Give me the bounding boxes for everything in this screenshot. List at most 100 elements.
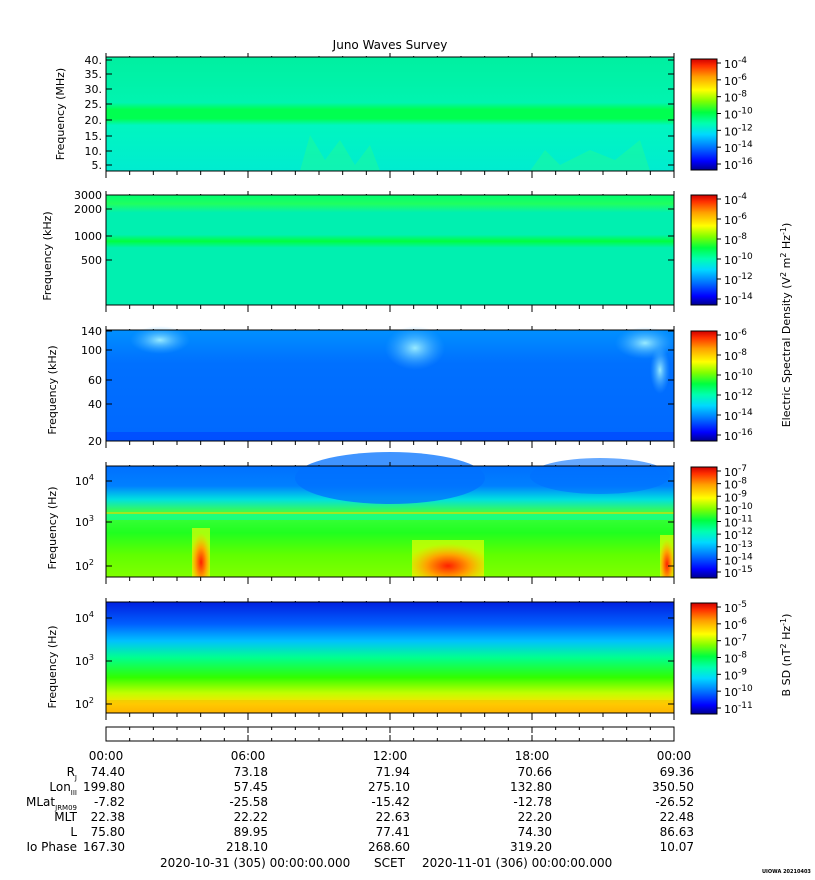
- colorbar-tick-label: 10-12: [724, 123, 753, 138]
- time-label: 00:00: [89, 749, 124, 763]
- ephemeris-value: 71.94: [376, 765, 410, 779]
- panel-2-ylabel: Frequency (kHz): [41, 211, 54, 300]
- ephemeris-value: 89.95: [234, 825, 268, 839]
- ephemeris-label: L: [70, 825, 77, 839]
- panel-5-features: [106, 700, 674, 713]
- ephemeris-label: MLatJRM09: [26, 795, 77, 812]
- footer-end-time: 2020-11-01 (306) 00:00:00.000: [422, 856, 612, 870]
- ytick-label: 102: [75, 696, 94, 711]
- colorbar-tick-label: 10-12: [724, 272, 753, 287]
- ytick-label: 5.: [92, 159, 103, 172]
- colorbar-tick-label: 10-8: [724, 477, 747, 492]
- ephemeris-value: 75.80: [91, 825, 125, 839]
- colorbar-tick-label: 10-14: [724, 408, 753, 423]
- colorbar-tick-label: 10-10: [724, 368, 753, 383]
- ephemeris-value: 275.10: [368, 780, 410, 794]
- colorbar-tick-label: 10-6: [724, 212, 747, 227]
- panel-1-features: [300, 135, 650, 171]
- ytick-label: 60: [88, 374, 102, 387]
- ephemeris-value: 218.10: [226, 840, 268, 854]
- ephemeris-value: 74.40: [91, 765, 125, 779]
- panel-4-yticks: 104 103 102: [75, 462, 675, 584]
- colorbar-tick-label: 10-7: [724, 634, 747, 649]
- b-spectral-density-label: B SD (nT2 Hz-1): [779, 614, 793, 697]
- footer-stamp: UIOWA 20210403: [762, 869, 811, 875]
- panel-1-yticks: 40.35. 30. 25. 20. 15. 10.5.: [85, 53, 675, 178]
- ytick-label: 25.: [85, 98, 103, 111]
- ephemeris-value: 268.60: [368, 840, 410, 854]
- colorbar-3: [690, 330, 718, 442]
- ytick-label: 30.: [85, 83, 103, 96]
- ephemeris-value: 74.30: [518, 825, 552, 839]
- colorbar-tick-label: 10-10: [724, 107, 753, 122]
- ytick-label: 140: [81, 325, 102, 338]
- colorbar-tick-label: 10-8: [724, 232, 747, 247]
- ephemeris-value: 10.07: [660, 840, 694, 854]
- colorbar-5: [690, 602, 718, 715]
- colorbar-4: [690, 466, 718, 579]
- ytick-label: 40.: [85, 54, 103, 67]
- colorbar-tick-label: 10-12: [724, 527, 753, 542]
- ytick-label: 102: [75, 558, 94, 573]
- ephemeris-table: RJ 74.40 73.18 71.94 70.66 69.36 LonIII 199.80 5…: [26, 765, 694, 854]
- colorbar-tick-label: 10-6: [724, 617, 747, 632]
- colorbar-5-ticks: 10-5 10-6 10-7 10-810-9 10-10 10-11: [717, 600, 753, 716]
- ytick-label: 104: [75, 473, 94, 488]
- time-axis-ticks: [105, 727, 675, 741]
- ytick-label: 20: [88, 435, 102, 448]
- panel-1-heatmap: [106, 57, 674, 171]
- electric-spectral-density-label: Electric Spectral Density (V2 m2 Hz-1): [779, 223, 793, 428]
- colorbar-tick-label: 10-12: [724, 388, 753, 403]
- ephemeris-value: 132.80: [510, 780, 552, 794]
- ephemeris-label: MLT: [54, 810, 77, 824]
- ephemeris-value: 22.22: [234, 810, 268, 824]
- ephemeris-value: -7.82: [94, 795, 125, 809]
- colorbar-3-ticks: 10-6 10-8 10-10 10-12 10-14 10-16: [717, 328, 753, 443]
- panel-3-ylabel: Frequency (kHz): [46, 345, 59, 434]
- panel-5-heatmap: [106, 602, 674, 713]
- panel-3-yticks: 140 100 60 40 20: [81, 325, 675, 448]
- ephemeris-value: 69.36: [660, 765, 694, 779]
- ytick-label: 15.: [85, 130, 103, 143]
- time-label: 12:00: [373, 749, 408, 763]
- ytick-label: 20.: [85, 114, 103, 127]
- colorbar-tick-label: 10-5: [724, 600, 747, 615]
- ephemeris-label: Io Phase: [26, 840, 77, 854]
- time-label: 06:00: [231, 749, 266, 763]
- colorbar-tick-label: 10-16: [724, 157, 753, 172]
- colorbar-tick-label: 10-14: [724, 552, 753, 567]
- ytick-label: 500: [81, 254, 102, 267]
- time-axis: 00:00 06:00 12:00 18:00 00:00: [89, 726, 692, 763]
- panel-2-heatmap: [106, 195, 674, 305]
- colorbar-tick-label: 10-6: [724, 73, 747, 88]
- colorbar-2-ticks: 10-4 10-6 10-8 10-10 10-12 10-14: [717, 192, 753, 307]
- ephemeris-value: -25.58: [229, 795, 268, 809]
- ephemeris-value: 167.30: [83, 840, 125, 854]
- footer-start-time: 2020-10-31 (305) 00:00:00.000: [160, 856, 350, 870]
- ytick-label: 35.: [85, 68, 103, 81]
- panel-5-yticks: 104 103 102: [75, 598, 675, 720]
- ephemeris-value: 350.50: [652, 780, 694, 794]
- ytick-label: 1000: [74, 230, 102, 243]
- colorbar-tick-label: 10-8: [724, 348, 747, 363]
- ephemeris-label: RJ: [67, 765, 77, 782]
- ephemeris-value: 57.45: [234, 780, 268, 794]
- panel-1-ylabel: Frequency (MHz): [54, 68, 67, 160]
- time-label: 00:00: [657, 749, 692, 763]
- ytick-label: 3000: [74, 189, 102, 202]
- colorbar-2: [690, 194, 718, 306]
- panel-4-ylabel: Frequency (Hz): [46, 487, 59, 570]
- footer-scet: SCET: [374, 856, 406, 870]
- ytick-label: 103: [75, 653, 94, 668]
- colorbar-tick-label: 10-9: [724, 667, 747, 682]
- ephemeris-value: 22.38: [91, 810, 125, 824]
- colorbar-tick-label: 10-15: [724, 565, 753, 580]
- colorbar-tick-label: 10-11: [724, 515, 753, 530]
